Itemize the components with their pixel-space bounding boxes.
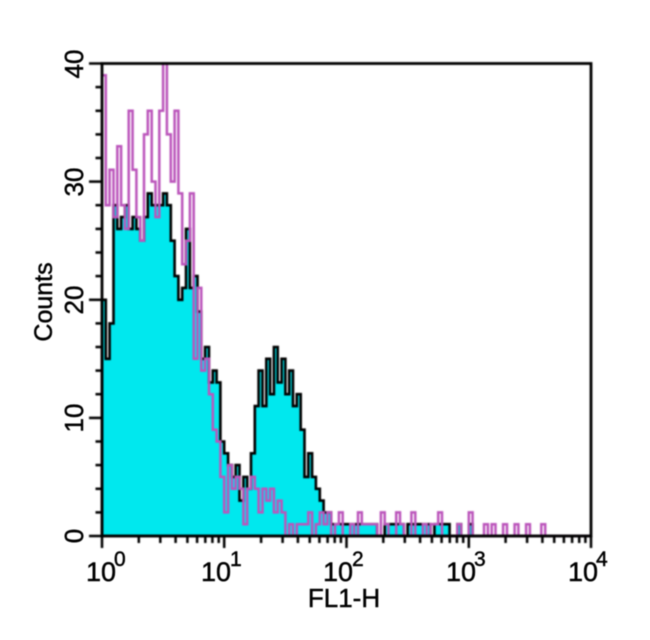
svg-text:0: 0 (114, 548, 126, 571)
svg-text:FL1-H: FL1-H (308, 583, 380, 613)
svg-text:4: 4 (596, 548, 608, 571)
svg-text:10: 10 (59, 404, 89, 433)
svg-text:20: 20 (59, 286, 89, 315)
svg-text:10: 10 (446, 557, 476, 587)
svg-text:1: 1 (230, 548, 242, 571)
svg-text:3: 3 (474, 548, 486, 571)
svg-text:10: 10 (568, 557, 598, 587)
svg-text:0: 0 (59, 529, 89, 543)
svg-text:10: 10 (86, 557, 116, 587)
svg-text:30: 30 (59, 168, 89, 197)
svg-text:2: 2 (352, 548, 364, 571)
svg-text:40: 40 (59, 50, 89, 79)
svg-text:10: 10 (323, 557, 353, 587)
svg-text:10: 10 (201, 557, 231, 587)
svg-text:Counts: Counts (30, 262, 58, 341)
